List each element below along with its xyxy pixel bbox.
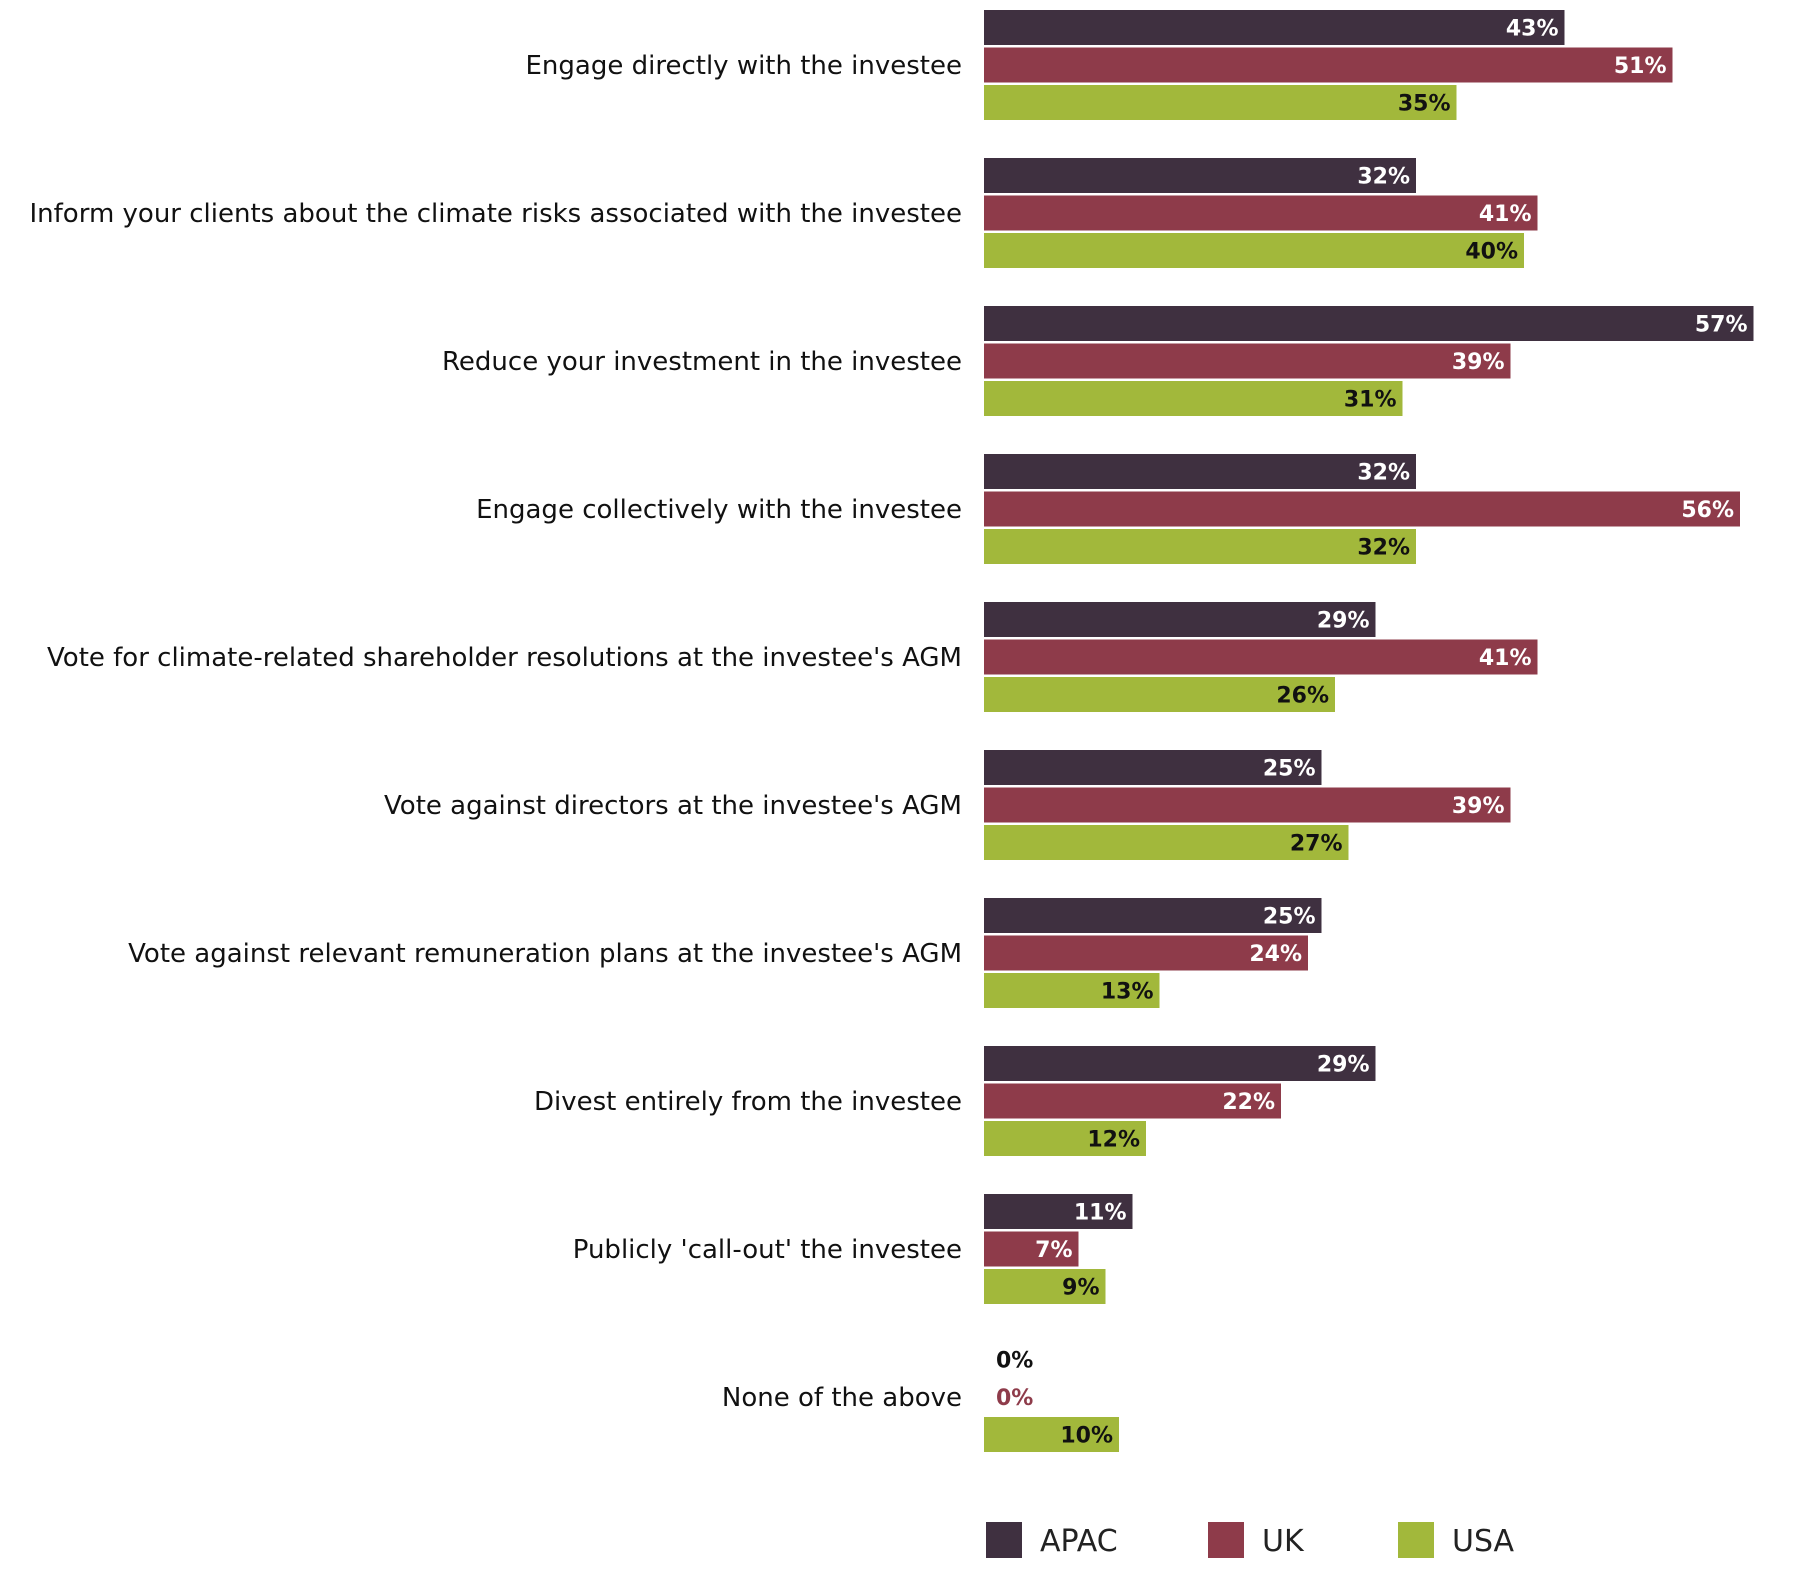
value-labels-layer: 43% 51% 35% 32% 41% 40% 57% 39% 31% 32% 56% 32% 29% 4…	[996, 17, 1748, 1449]
category-labels-layer: Engage directly with the investee Inform …	[30, 51, 963, 1413]
value-label-uk-8: 22%	[1222, 1090, 1275, 1115]
value-label-usa-6: 27%	[1290, 832, 1343, 857]
value-label-uk-2: 41%	[1479, 202, 1532, 227]
bar-usa-6	[984, 825, 1349, 860]
bar-usa-1	[984, 85, 1457, 120]
value-label-usa-7: 13%	[1101, 980, 1154, 1005]
bar-apac-7	[984, 898, 1322, 933]
value-label-usa-1: 35%	[1398, 92, 1451, 117]
value-label-apac-9: 11%	[1074, 1201, 1127, 1226]
value-label-uk-10: 0%	[996, 1386, 1033, 1411]
value-label-apac-6: 25%	[1263, 757, 1316, 782]
value-label-usa-2: 40%	[1465, 240, 1518, 265]
category-label-engage-collectively-with-the-investee: Engage collectively with the investee	[476, 495, 962, 525]
value-label-apac-10: 0%	[996, 1349, 1033, 1374]
value-label-usa-3: 31%	[1344, 388, 1397, 413]
category-label-vote-for-climate-related-shareholder-resolutions-at-the-investee-s-agm: Vote for climate-related shareholder res…	[47, 643, 962, 673]
bar-uk-2	[984, 195, 1538, 231]
bar-apac-2	[984, 158, 1416, 193]
bar-apac-6	[984, 750, 1322, 785]
legend-swatch-apac	[986, 1522, 1022, 1558]
value-label-uk-9: 7%	[1035, 1238, 1072, 1263]
category-label-inform-your-clients-about-the-climate-risks-associated-with-the-investee: Inform your clients about the climate ri…	[30, 199, 963, 229]
legend-label-apac: APAC	[1040, 1524, 1118, 1559]
bar-apac-3	[984, 306, 1754, 341]
bar-uk-9	[984, 1231, 1079, 1267]
legend-label-usa: USA	[1452, 1524, 1515, 1559]
bar-apac-8	[984, 1046, 1376, 1081]
value-label-usa-10: 10%	[1060, 1424, 1113, 1449]
bar-uk-5	[984, 639, 1538, 675]
value-label-apac-3: 57%	[1695, 313, 1748, 338]
value-label-usa-9: 9%	[1062, 1276, 1099, 1301]
legend-swatch-usa	[1398, 1522, 1434, 1558]
bar-uk-8	[984, 1083, 1281, 1119]
category-label-none-of-the-above: None of the above	[722, 1383, 962, 1413]
value-label-apac-4: 32%	[1357, 461, 1410, 486]
bar-usa-8	[984, 1121, 1146, 1156]
bars-layer	[984, 10, 1754, 1452]
value-label-uk-3: 39%	[1452, 350, 1505, 375]
bar-apac-1	[984, 10, 1565, 45]
category-label-reduce-your-investment-in-the-investee: Reduce your investment in the investee	[442, 347, 962, 377]
bar-apac-9	[984, 1194, 1133, 1229]
value-label-apac-7: 25%	[1263, 905, 1316, 930]
category-label-vote-against-directors-at-the-investee-s-agm: Vote against directors at the investee's…	[384, 791, 962, 821]
bar-usa-10	[984, 1417, 1119, 1452]
bar-usa-2	[984, 233, 1524, 268]
value-label-usa-4: 32%	[1357, 536, 1410, 561]
bar-uk-3	[984, 343, 1511, 379]
bar-apac-4	[984, 454, 1416, 489]
bar-usa-4	[984, 529, 1416, 564]
value-label-usa-5: 26%	[1276, 684, 1329, 709]
category-label-divest-entirely-from-the-investee: Divest entirely from the investee	[534, 1087, 962, 1117]
value-label-apac-5: 29%	[1317, 609, 1370, 634]
legend: APAC UK USA	[986, 1522, 1515, 1559]
value-label-uk-4: 56%	[1681, 498, 1734, 523]
bar-uk-6	[984, 787, 1511, 823]
bar-uk-1	[984, 47, 1673, 83]
value-label-usa-8: 12%	[1087, 1128, 1140, 1153]
value-label-uk-7: 24%	[1249, 942, 1302, 967]
bar-uk-4	[984, 491, 1740, 527]
bar-usa-9	[984, 1269, 1106, 1304]
category-label-engage-directly-with-the-investee: Engage directly with the investee	[526, 51, 963, 81]
value-label-apac-8: 29%	[1317, 1053, 1370, 1078]
category-label-publicly-call-out-the-investee: Publicly 'call-out' the investee	[573, 1235, 962, 1265]
bar-usa-7	[984, 973, 1160, 1008]
category-label-vote-against-relevant-remuneration-plans-at-the-investee-s-agm: Vote against relevant remuneration plans…	[128, 939, 962, 969]
bar-usa-5	[984, 677, 1335, 712]
value-label-uk-6: 39%	[1452, 794, 1505, 819]
value-label-uk-1: 51%	[1614, 54, 1667, 79]
value-label-apac-2: 32%	[1357, 165, 1410, 190]
legend-swatch-uk	[1208, 1522, 1244, 1558]
legend-label-uk: UK	[1262, 1524, 1305, 1559]
bar-usa-3	[984, 381, 1403, 416]
value-label-uk-5: 41%	[1479, 646, 1532, 671]
value-label-apac-1: 43%	[1506, 17, 1559, 42]
bar-apac-5	[984, 602, 1376, 637]
bar-uk-7	[984, 935, 1308, 971]
